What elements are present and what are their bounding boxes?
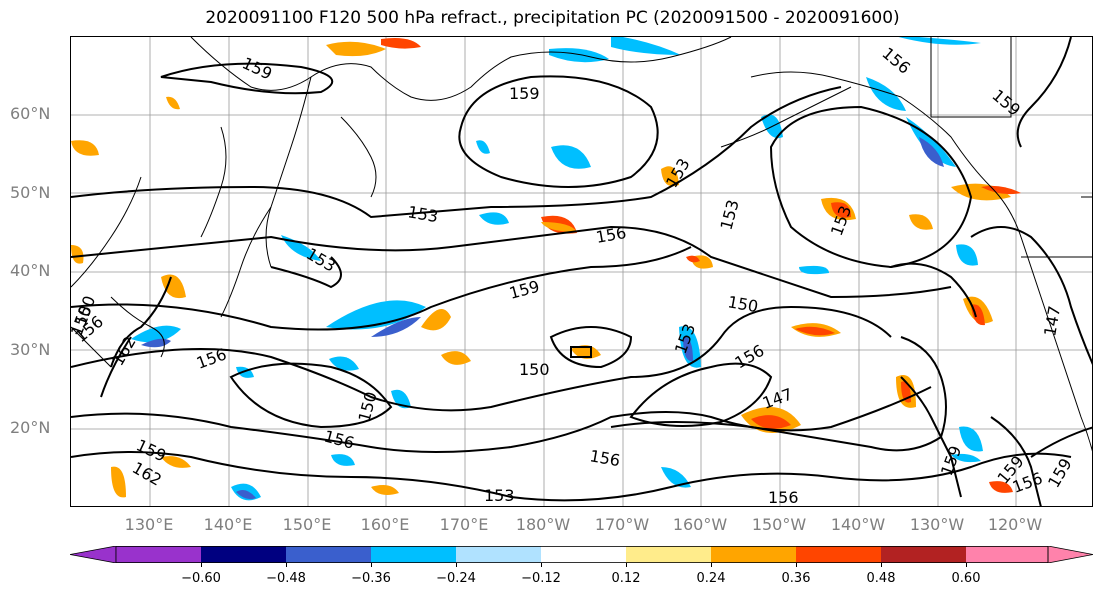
- colorbar-bin: [541, 546, 626, 563]
- colorbar-bin: [201, 546, 286, 563]
- contour-label: 153: [484, 486, 515, 505]
- lon-label-150e: 150°E: [282, 515, 332, 534]
- colorbar-tickmark: [966, 563, 967, 567]
- colorbar-tickmark: [541, 563, 542, 567]
- lon-label-140w: 140°W: [830, 515, 886, 534]
- contour-label: 159: [988, 86, 1024, 120]
- map-panel: 159 159 153 153 156 159 150 153 153 153 …: [70, 36, 1093, 507]
- colorbar-tickmark: [456, 563, 457, 567]
- colorbar-tick-label: −0.24: [436, 571, 476, 586]
- lon-label-160e: 160°E: [360, 515, 410, 534]
- precip-shading: [71, 37, 1021, 501]
- lat-label-50n: 50°N: [10, 183, 51, 202]
- colorbar-tick-label: 0.24: [696, 571, 726, 586]
- contour-label: 156: [588, 446, 621, 470]
- colorbar-tickmark: [201, 563, 202, 567]
- contour-label: 153: [662, 155, 694, 191]
- colorbar-extend-high: [1047, 546, 1093, 563]
- colorbar: [70, 546, 1093, 563]
- colorbar-tick-label: −0.60: [181, 571, 221, 586]
- map-title: 2020091100 F120 500 hPa refract., precip…: [205, 8, 900, 28]
- lat-label-40n: 40°N: [10, 261, 51, 280]
- colorbar-bin: [456, 546, 541, 563]
- lon-label-130w: 130°W: [909, 515, 965, 534]
- colorbar-tickmark: [371, 563, 372, 567]
- contour-label-group: 159 159 153 153 156 159 150 153 153 153 …: [71, 44, 1076, 507]
- colorbar-bin: [371, 546, 456, 563]
- colorbar-tick-label: 0.36: [781, 571, 811, 586]
- colorbar-bin: [881, 546, 966, 563]
- colorbar-bin: [626, 546, 711, 563]
- map-canvas: 159 159 153 153 156 159 150 153 153 153 …: [71, 37, 1092, 507]
- contour-label: 156: [732, 341, 768, 373]
- contour-label: 150: [726, 292, 759, 316]
- lon-label-130e: 130°E: [124, 515, 174, 534]
- contour-label: 156: [768, 488, 799, 507]
- colorbar-bin: [711, 546, 796, 563]
- lon-label-170w: 170°W: [594, 515, 650, 534]
- contour-label: 153: [406, 202, 439, 226]
- colorbar-tickmark: [626, 563, 627, 567]
- colorbar-tickmark: [796, 563, 797, 567]
- lon-label-180w: 180°W: [515, 515, 571, 534]
- contour-label: 159: [507, 277, 541, 303]
- lon-label-160w: 160°W: [672, 515, 728, 534]
- colorbar-extend-low: [70, 546, 117, 563]
- colorbar-bin: [116, 546, 201, 563]
- contour-label: 150: [519, 360, 550, 379]
- contour-lines: [71, 37, 1092, 506]
- colorbar-tick-label: 0.60: [951, 571, 981, 586]
- lat-label-60n: 60°N: [10, 104, 51, 123]
- colorbar-tickmark: [881, 563, 882, 567]
- lon-label-120w: 120°W: [987, 515, 1043, 534]
- colorbar-tick-label: 0.12: [611, 571, 641, 586]
- lon-label-150w: 150°W: [751, 515, 807, 534]
- colorbar-tick-label: 0.48: [866, 571, 896, 586]
- lat-label-20n: 20°N: [10, 418, 51, 437]
- contour-label: 159: [239, 53, 275, 83]
- contour-label: 159: [937, 443, 965, 478]
- lat-label-30n: 30°N: [10, 340, 51, 359]
- colorbar-bin: [286, 546, 371, 563]
- colorbar-bin: [966, 546, 1048, 563]
- colorbar-bin: [796, 546, 881, 563]
- contour-label: 156: [322, 427, 356, 453]
- contour-label: 150: [355, 390, 381, 424]
- contour-label: 159: [509, 84, 540, 103]
- lon-label-140e: 140°E: [203, 515, 253, 534]
- lon-label-170e: 170°E: [439, 515, 489, 534]
- contour-label: 156: [878, 44, 914, 78]
- colorbar-tick-label: −0.12: [521, 571, 561, 586]
- contour-label: 147: [1040, 304, 1064, 337]
- colorbar-tickmark: [286, 563, 287, 567]
- contour-label: 159: [1044, 455, 1076, 491]
- contour-label: 153: [717, 198, 743, 232]
- colorbar-tick-label: −0.48: [266, 571, 306, 586]
- colorbar-tick-label: −0.36: [351, 571, 391, 586]
- colorbar-tickmark: [711, 563, 712, 567]
- coastlines: [71, 37, 1092, 452]
